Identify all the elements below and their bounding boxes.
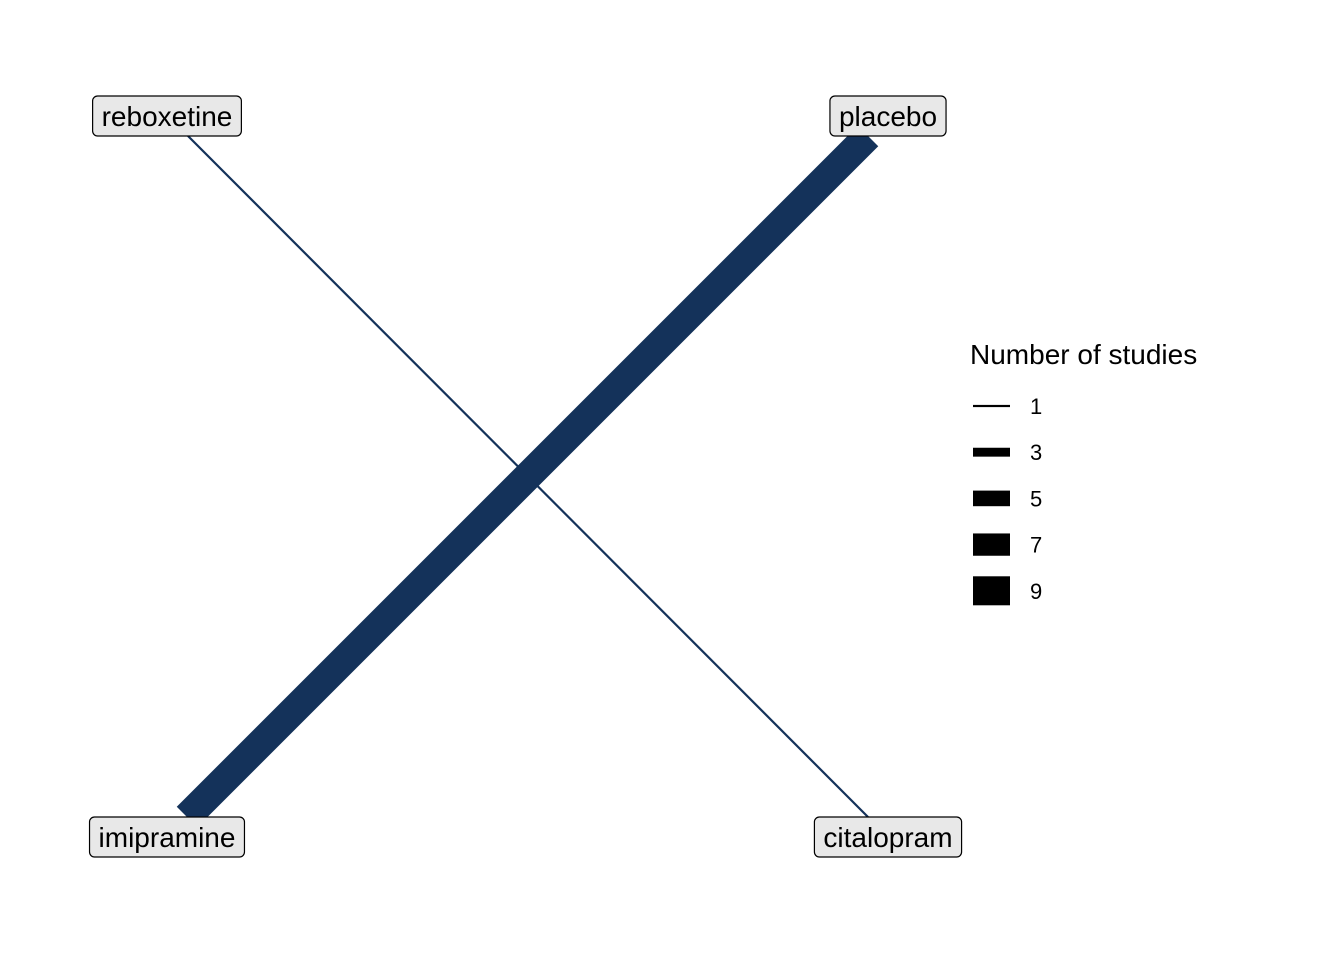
- node-box-reboxetine: [92, 95, 242, 137]
- legend-label-9: 9: [1030, 579, 1042, 604]
- legend-swatch-7: [973, 533, 1010, 556]
- node-reboxetine: reboxetine: [92, 95, 242, 137]
- legend-label-5: 5: [1030, 486, 1042, 511]
- node-label-reboxetine: reboxetine: [102, 101, 233, 132]
- node-label-imipramine: imipramine: [99, 822, 236, 853]
- legend: Number of studies 1 3 5 7 9: [970, 339, 1197, 606]
- node-label-citalopram: citalopram: [823, 822, 952, 853]
- node-box-placebo: [829, 95, 947, 137]
- nodes-layer: reboxetine placebo imipramine citalopram: [88, 95, 963, 858]
- edge-imipramine-placebo: [176, 125, 879, 828]
- node-citalopram: citalopram: [813, 816, 963, 858]
- node-imipramine: imipramine: [88, 816, 246, 858]
- edges-layer: [176, 125, 879, 828]
- legend-swatch-9: [973, 576, 1010, 606]
- node-label-placebo: placebo: [839, 101, 937, 132]
- legend-items: 1 3 5 7 9: [973, 394, 1042, 606]
- node-box-imipramine: [88, 816, 246, 858]
- legend-swatch-1: [973, 404, 1010, 408]
- node-box-citalopram: [813, 816, 963, 858]
- legend-label-3: 3: [1030, 440, 1042, 465]
- legend-swatch-3: [973, 447, 1010, 457]
- legend-swatch-5: [973, 490, 1010, 507]
- legend-label-7: 7: [1030, 533, 1042, 558]
- node-placebo: placebo: [829, 95, 947, 137]
- legend-label-1: 1: [1030, 394, 1042, 419]
- legend-title: Number of studies: [970, 339, 1197, 370]
